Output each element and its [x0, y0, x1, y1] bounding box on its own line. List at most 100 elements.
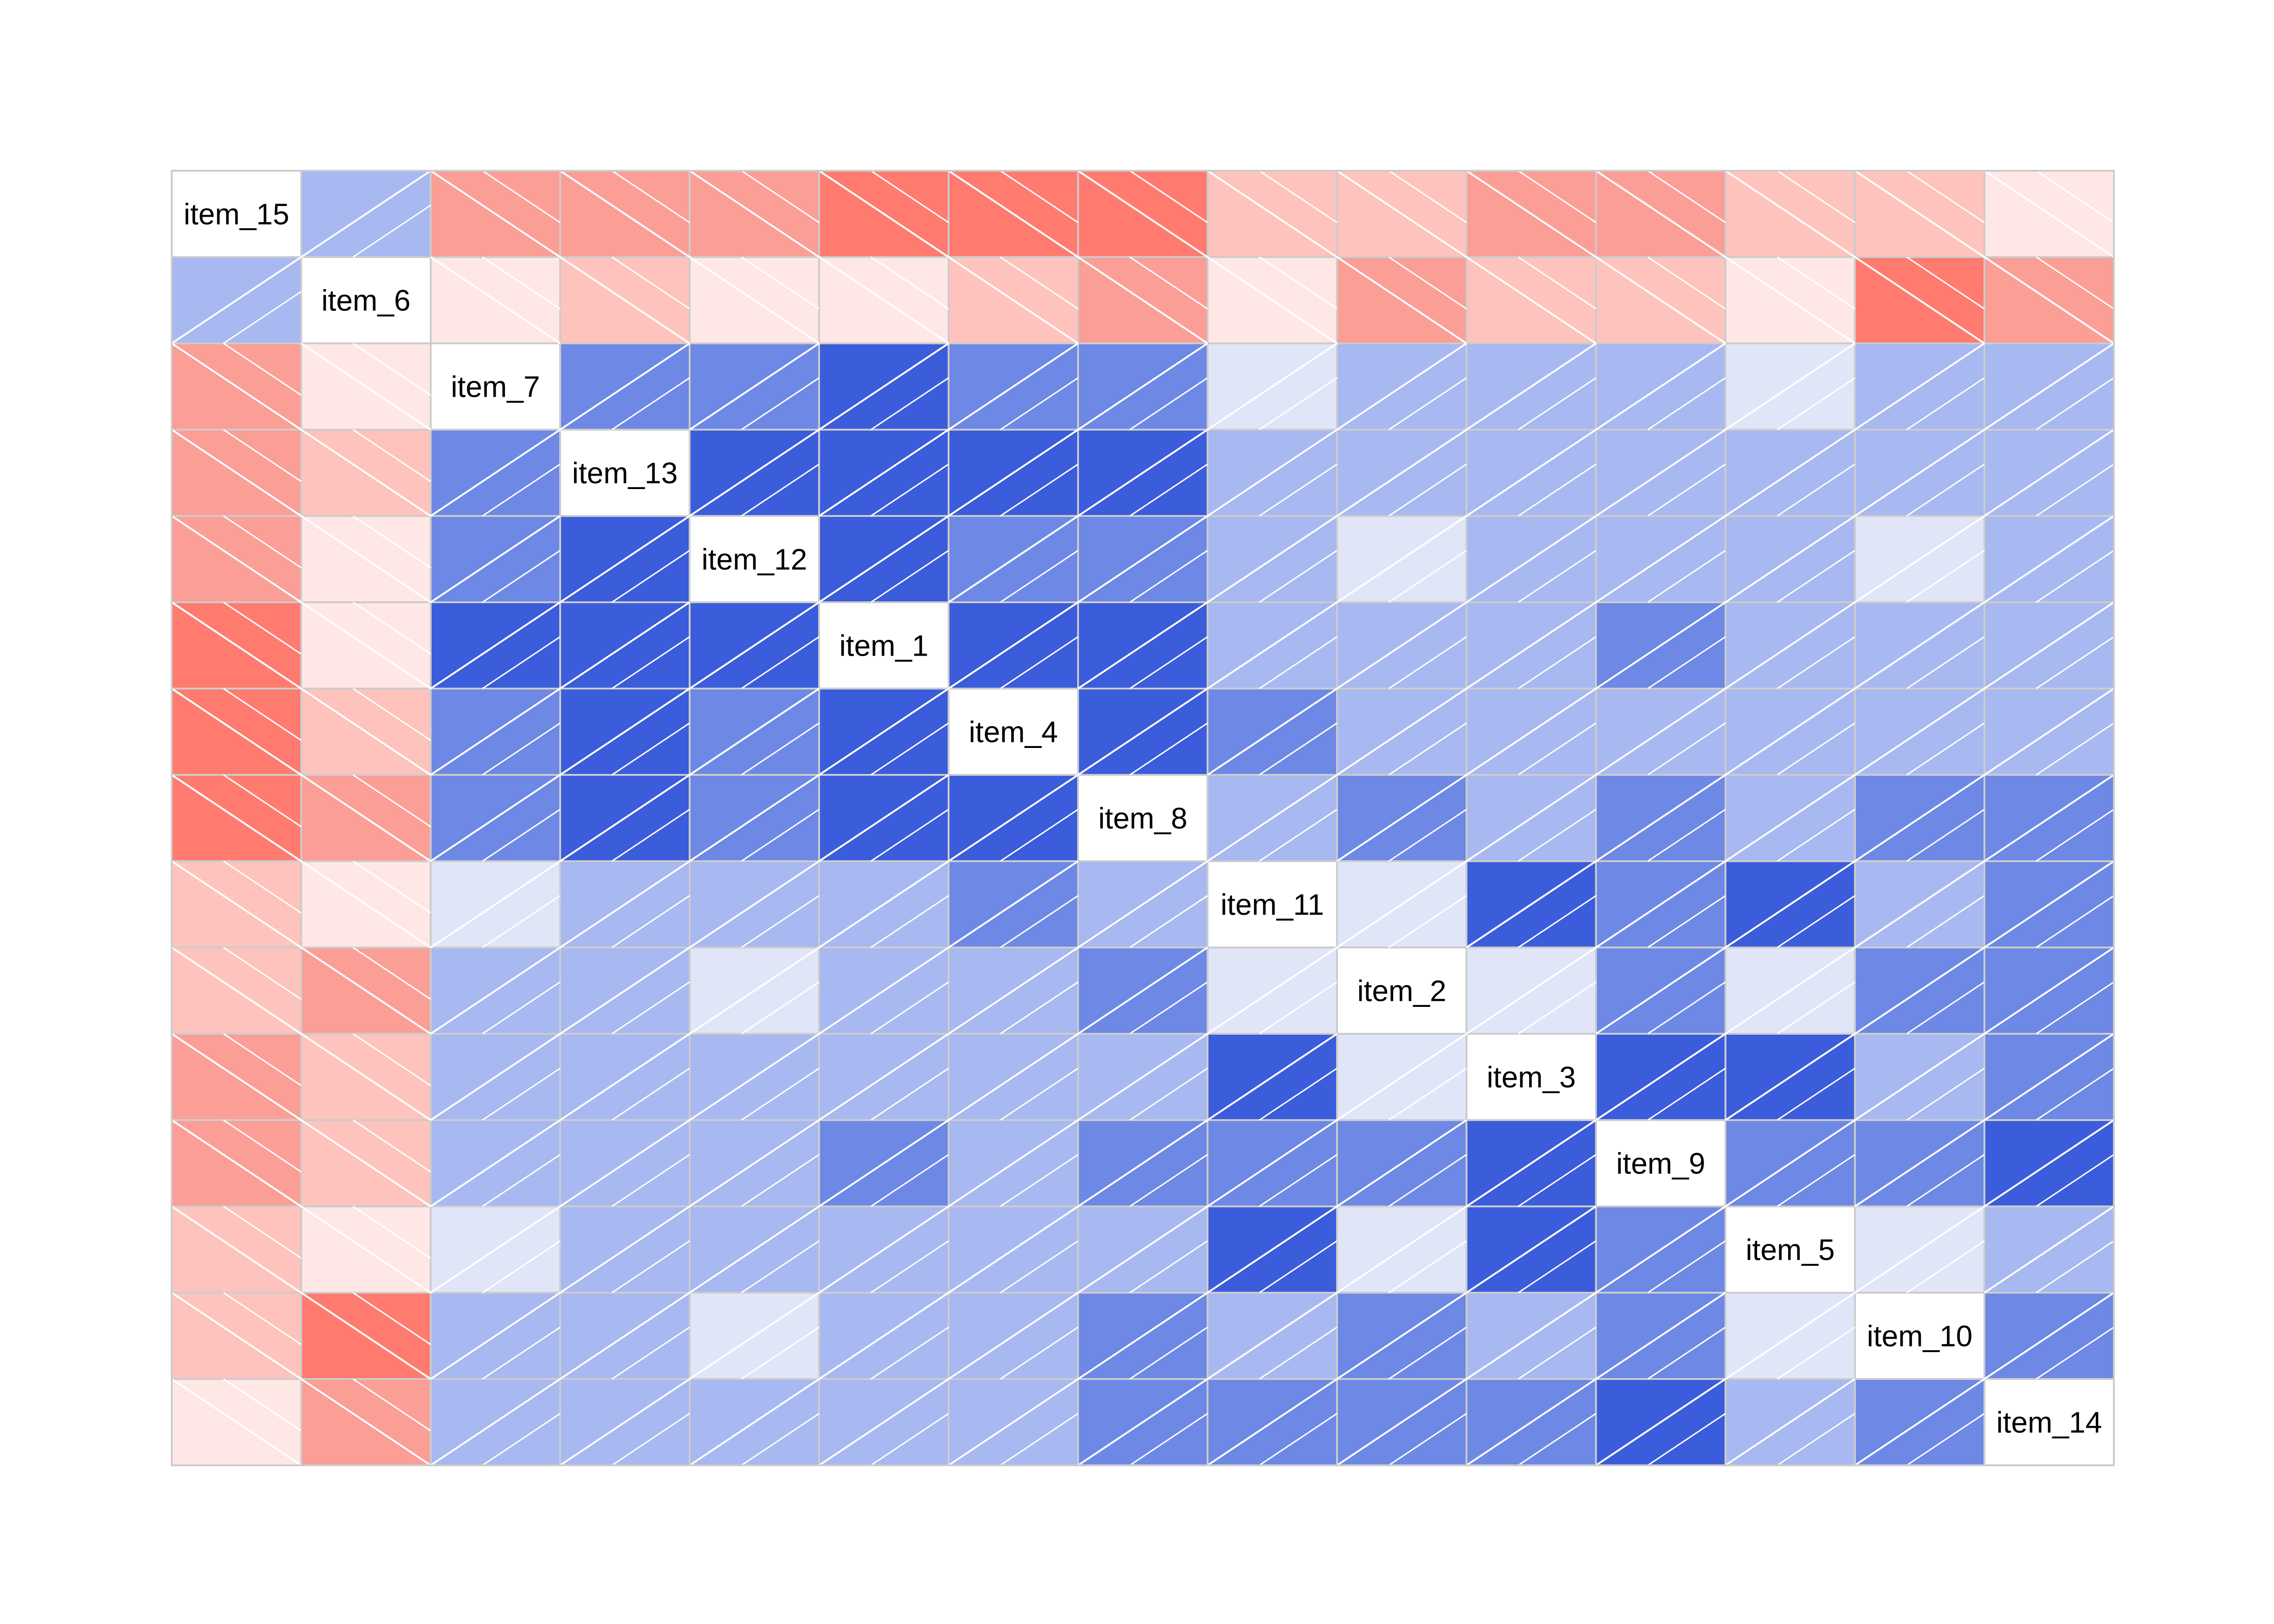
hatch-line	[1647, 464, 1726, 517]
hatch-line	[611, 809, 690, 862]
hatch-line	[171, 947, 302, 1035]
hatch-line	[1259, 550, 1337, 603]
hatch-line	[559, 688, 691, 776]
hatch-line	[870, 550, 949, 603]
hatch-line	[1647, 722, 1726, 776]
hatch-line	[741, 1154, 820, 1207]
hatch-line	[1129, 895, 1208, 948]
hatch-line	[223, 1292, 302, 1345]
hatch-line	[1207, 342, 1338, 431]
hatch-line	[1388, 256, 1467, 309]
hatch-line	[1466, 1119, 1597, 1207]
diagonal-label: item_11	[1221, 888, 1324, 921]
hatch-line	[1647, 256, 1726, 309]
hatch-line	[611, 895, 690, 948]
hatch-line	[1388, 1327, 1467, 1380]
hatch-line	[1129, 1413, 1208, 1466]
hatch-line	[171, 688, 302, 776]
hatch-line	[352, 774, 431, 827]
hatch-line	[223, 1119, 302, 1173]
hatch-line	[1388, 1154, 1467, 1207]
diagonal-label: item_1	[839, 629, 928, 662]
hatch-line	[870, 981, 949, 1035]
hatch-line	[223, 515, 302, 568]
hatch-line	[1388, 636, 1467, 690]
grid-lines	[171, 170, 2115, 1466]
hatch-line	[1466, 774, 1597, 862]
hatch-line	[223, 947, 302, 1000]
hatch-line	[2035, 636, 2114, 690]
hatch-line	[2035, 1240, 2114, 1294]
hatch-line	[1906, 1413, 1985, 1466]
hatch-line	[559, 1378, 691, 1466]
hatch-line	[1725, 774, 1856, 862]
hatch-line	[223, 1378, 302, 1431]
hatch-line	[1518, 809, 1596, 862]
hatch-line	[1906, 464, 1985, 517]
hatch-line	[352, 515, 431, 568]
hatch-line	[948, 601, 1079, 690]
diagonal-label: item_3	[1486, 1060, 1576, 1094]
hatch-line	[1983, 1033, 2115, 1121]
hatch-line	[818, 774, 950, 862]
hatch-line	[300, 1033, 432, 1121]
hatch-line	[1077, 1205, 1208, 1294]
hatch-line	[611, 1068, 690, 1121]
hatch-line	[1983, 1292, 2115, 1380]
hatch-line	[300, 688, 432, 776]
hatch-line	[1518, 550, 1596, 603]
hatch-line	[611, 377, 690, 431]
hatch-line	[1129, 377, 1208, 431]
diagonal-label: item_5	[1745, 1233, 1835, 1266]
hatch-line	[818, 342, 950, 431]
hatch-line	[559, 1033, 691, 1121]
hatch-line	[1336, 1378, 1467, 1466]
hatch-line	[1518, 1413, 1596, 1466]
hatch-line	[1777, 1413, 1855, 1466]
hatch-line	[689, 860, 820, 948]
hatch-line	[1129, 1327, 1208, 1380]
hatch-line	[300, 170, 432, 258]
diagonal-label: item_9	[1616, 1147, 1705, 1180]
hatch-line	[559, 170, 691, 258]
hatch-line	[430, 256, 561, 344]
hatch-line	[689, 1292, 820, 1380]
hatch-line	[430, 1033, 561, 1121]
diagonal-label: item_10	[1867, 1319, 1973, 1353]
diagonal-cell-item_6	[300, 256, 432, 344]
hatch-line	[689, 256, 820, 344]
hatch-line	[1647, 895, 1726, 948]
hatch-line	[223, 1033, 302, 1086]
hatch-line	[1647, 1068, 1726, 1121]
hatch-line	[1129, 256, 1208, 309]
hatch-line	[171, 774, 302, 862]
hatch-line	[430, 601, 561, 690]
hatch-line	[611, 170, 690, 223]
hatch-line	[818, 947, 950, 1035]
hatch-line	[352, 688, 431, 741]
diagonal-label: item_8	[1098, 801, 1187, 835]
hatch-line	[1077, 515, 1208, 603]
hatch-line	[1000, 256, 1079, 309]
hatch-line	[1725, 947, 1856, 1035]
hatch-line	[689, 1033, 820, 1121]
hatch-line	[1388, 464, 1467, 517]
hatch-line	[1466, 170, 1597, 258]
hatch-line	[1466, 515, 1597, 603]
hatch-line	[741, 1240, 820, 1294]
hatch-line	[1000, 550, 1079, 603]
hatch-line	[1336, 342, 1467, 431]
hatch-line	[1595, 1205, 1726, 1294]
hatch-line	[1777, 377, 1855, 431]
hatch-line	[1077, 1033, 1208, 1121]
hatch-line	[1854, 860, 1985, 948]
hatch-line	[1777, 636, 1855, 690]
hatch-line	[1906, 170, 1985, 223]
hatch-line	[1777, 170, 1855, 223]
hatch-line	[1259, 981, 1337, 1035]
hatch-line	[1854, 429, 1985, 517]
hatch-line	[741, 722, 820, 776]
hatch-line	[689, 947, 820, 1035]
hatch-line	[948, 1119, 1079, 1207]
hatch-line	[1207, 429, 1338, 517]
